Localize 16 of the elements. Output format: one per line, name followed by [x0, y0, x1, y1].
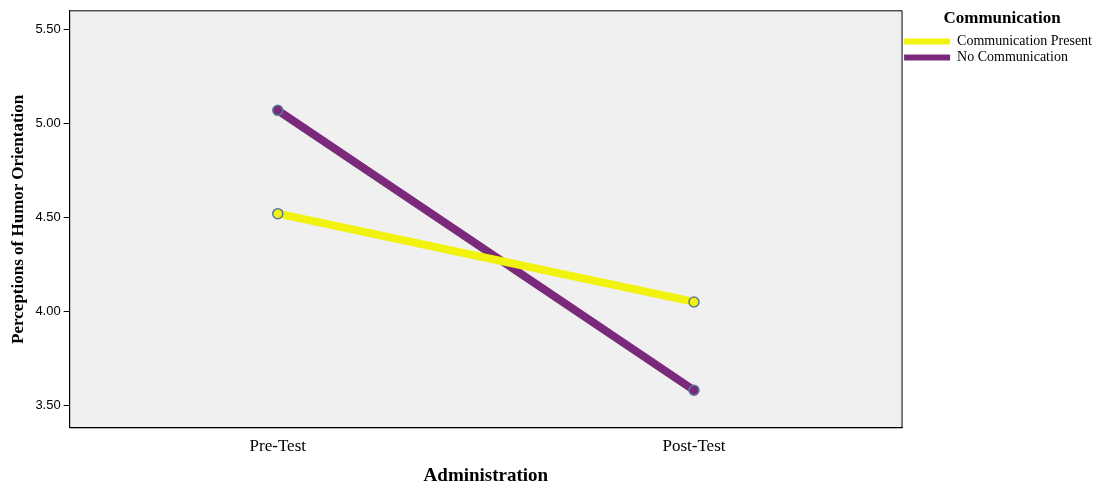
point — [272, 207, 284, 220]
y-tick-label: 4.50 — [35, 209, 61, 224]
y-tick-label: 5.00 — [35, 115, 61, 131]
y-axis-title: Perceptions of Humor Orientation — [7, 94, 27, 344]
legend-label: No Communication — [957, 49, 1068, 65]
point — [688, 296, 700, 308]
x-tick-label: Pre-Test — [249, 436, 307, 456]
point — [272, 104, 284, 117]
x-tick-label: Post-Test — [662, 436, 726, 456]
point — [688, 384, 700, 396]
y-tick-label: 5.50 — [35, 21, 61, 37]
y-tick-label: 3.50 — [35, 396, 61, 412]
legend-label: Communication Present — [957, 33, 1093, 49]
y-tick-label: 4.00 — [35, 302, 61, 318]
x-axis-title: Administration — [423, 463, 549, 485]
legend-title: Communication — [943, 7, 1062, 27]
